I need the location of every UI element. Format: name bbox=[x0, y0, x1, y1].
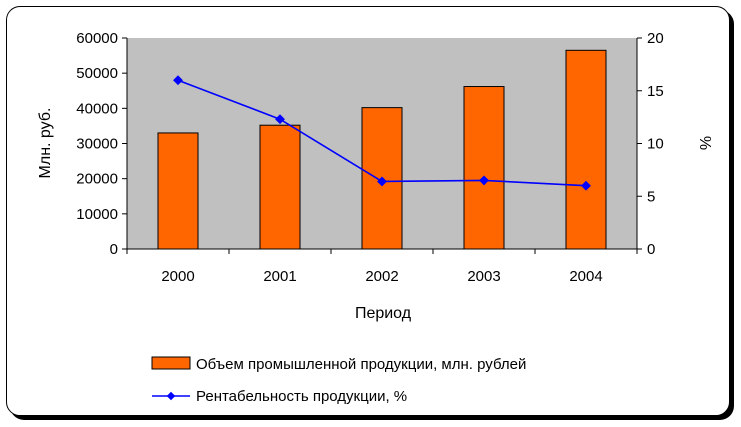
line-marker-2004 bbox=[581, 180, 591, 191]
x-axis-title: Период bbox=[355, 305, 412, 322]
line-marker-2000 bbox=[173, 75, 183, 86]
x-tick-label: 2002 bbox=[365, 268, 398, 285]
line-marker-2002 bbox=[377, 176, 387, 187]
y-tick-label-left: 40000 bbox=[76, 100, 118, 117]
bar-2000 bbox=[157, 132, 199, 250]
y-tick-label-left: 30000 bbox=[76, 136, 118, 153]
y-tick-label-left: 0 bbox=[110, 241, 118, 258]
y-tick-label-left: 10000 bbox=[76, 206, 118, 223]
x-tick-label: 2000 bbox=[161, 268, 194, 285]
bar-2004 bbox=[565, 49, 607, 250]
y-axis-title-left: Млн. руб. bbox=[37, 108, 54, 179]
legend-label-bar: Объем промышленной продукции, млн. рубле… bbox=[196, 356, 526, 373]
legend-swatch-bar bbox=[151, 356, 191, 370]
bar-2001 bbox=[259, 124, 301, 250]
x-tick-label: 2004 bbox=[569, 268, 602, 285]
bar-2003 bbox=[463, 86, 505, 250]
y-tick-label-right: 20 bbox=[647, 30, 664, 47]
x-tick-label: 2003 bbox=[467, 268, 500, 285]
y-tick-label-right: 10 bbox=[647, 136, 664, 153]
line-marker-2003 bbox=[479, 175, 489, 186]
y-tick-label-right: 15 bbox=[647, 83, 664, 100]
y-tick-label-left: 20000 bbox=[76, 171, 118, 188]
legend-label-line: Рентабельность продукции, % bbox=[196, 388, 407, 405]
y-tick-label-left: 60000 bbox=[76, 30, 118, 47]
y-axis-title-right: % bbox=[696, 136, 713, 150]
y-tick-label-left: 50000 bbox=[76, 65, 118, 82]
x-tick-label: 2001 bbox=[263, 268, 296, 285]
legend: Объем промышленной продукции, млн. рубле… bbox=[151, 356, 526, 405]
legend-swatch-marker bbox=[166, 391, 176, 401]
y-tick-label-right: 0 bbox=[647, 241, 655, 258]
y-tick-label-right: 5 bbox=[647, 188, 655, 205]
